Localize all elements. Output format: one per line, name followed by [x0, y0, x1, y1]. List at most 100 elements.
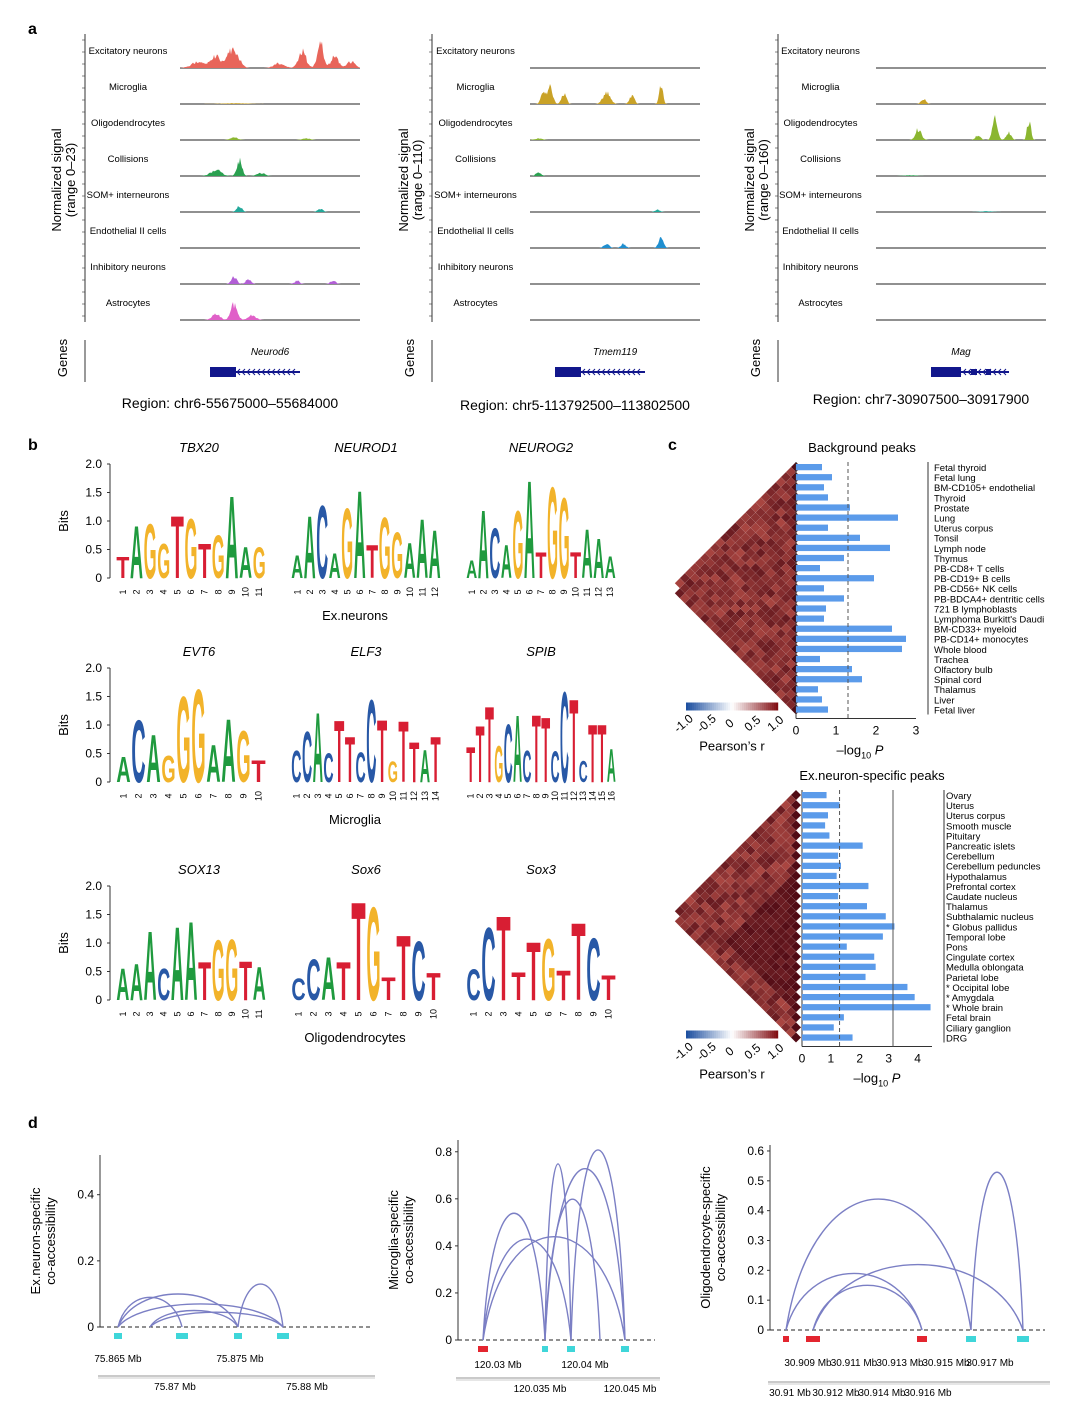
motif-letter: A [146, 721, 160, 797]
tissue-label: Caudate nucleus [946, 892, 1018, 903]
motif-letter: G [191, 661, 205, 810]
coaccess-arc [149, 1309, 239, 1328]
colorbar-cell [714, 702, 717, 711]
tissue-label: BM-CD105+ endothelial [934, 483, 1035, 494]
colorbar-tick: 0.5 [742, 1041, 764, 1063]
tissue-label: Ciliary ganglion [946, 1023, 1011, 1034]
position-tick: 7 [200, 589, 210, 594]
motif-letter: A [116, 751, 130, 791]
position-tick: 2 [305, 589, 315, 594]
enrichment-bar [802, 852, 839, 859]
coaccess-tick: 0.4 [747, 1204, 764, 1218]
bits-tick: 0 [95, 993, 102, 1007]
position-tick: 3 [490, 589, 500, 594]
logp-axis-label: –log10 P [854, 1071, 901, 1089]
enrichment-bar [802, 1034, 853, 1041]
position-tick: 12 [569, 791, 579, 801]
colorbar-cell [754, 1030, 757, 1039]
enrichment-bar [796, 696, 822, 703]
position-tick: 9 [589, 1011, 599, 1016]
position-tick: 6 [513, 793, 523, 798]
colorbar-cell [768, 702, 771, 711]
enrichment-bar [802, 973, 866, 981]
signal-track [530, 83, 700, 104]
coaccess-tick: 0.2 [747, 1263, 764, 1277]
tissue-label: Uterus corpus [946, 811, 1005, 822]
position-tick: 4 [339, 1011, 349, 1016]
tissue-label: 721 B lymphoblasts [934, 604, 1017, 615]
colorbar-cell [732, 702, 735, 711]
position-tick: 10 [388, 791, 398, 801]
coaccess-arc [117, 1293, 239, 1328]
position-tick: 4 [164, 793, 174, 798]
colorbar-cell [772, 1030, 775, 1039]
colorbar-cell [758, 702, 761, 711]
position-tick: 6 [194, 793, 204, 798]
enrichment-bar [796, 676, 862, 683]
enrichment-bar [802, 792, 827, 799]
enrichment-bar [796, 544, 890, 552]
coaccess-arc [544, 1163, 572, 1341]
colorbar-cell [734, 1030, 737, 1039]
position-tick: 1 [292, 589, 302, 594]
gene-name: Neurod6 [251, 347, 290, 358]
signal-track [180, 301, 360, 320]
motif-letter: T [588, 708, 597, 800]
position-tick: 5 [179, 793, 189, 798]
position-tick: 5 [334, 793, 344, 798]
colorbar-cell [722, 702, 725, 711]
tissue-label: Lymph node [934, 544, 986, 555]
motif-letter: G [253, 538, 266, 588]
enrichment-bar [796, 504, 850, 511]
position-tick: 16 [606, 791, 616, 801]
motif-letter: G [236, 717, 250, 798]
motif-letter: G [541, 921, 555, 1019]
position-tick: 4 [324, 793, 334, 798]
cell-type-label: Endothelial II cells [782, 226, 859, 237]
heatmap-cell [790, 1032, 802, 1043]
cell-type-label: Oligodendrocytes [91, 118, 165, 129]
position-tick: 8 [531, 793, 541, 798]
enrichment-bar [802, 983, 908, 991]
bits-tick: 0 [95, 571, 102, 585]
signal-track [180, 205, 360, 212]
bits-label: Bits [56, 714, 71, 736]
position-tick: 2 [131, 589, 141, 594]
position-tick: 9 [227, 589, 237, 594]
peak-marker [478, 1346, 488, 1352]
motif-letter: T [431, 723, 441, 796]
position-tick: 10 [429, 1009, 439, 1019]
position-tick: 8 [213, 589, 223, 594]
logp-tick: 1 [833, 724, 840, 738]
colorbar-tick: 0.5 [742, 713, 764, 735]
position-tick: 12 [409, 791, 419, 801]
motif-letter: A [171, 905, 184, 1023]
position-tick: 4 [514, 1011, 524, 1016]
position-tick: 4 [159, 589, 169, 594]
colorbar-cell [702, 1030, 705, 1039]
bits-tick: 1.5 [85, 486, 102, 500]
position-tick: 1 [118, 1011, 128, 1016]
motif-letter: C [356, 743, 366, 791]
tissue-label: Medulla oblongata [946, 963, 1024, 974]
colorbar-cell [760, 702, 763, 711]
tissue-label: Subthalamic nucleus [946, 912, 1034, 923]
cell-type-label: Inhibitory neurons [783, 262, 859, 273]
motif-letter: C [522, 740, 531, 792]
colorbar-cell [704, 1030, 707, 1039]
position-tick: 8 [224, 793, 234, 798]
colorbar-cell [688, 702, 691, 711]
colorbar-cell [706, 1030, 709, 1039]
position-tick: 7 [367, 589, 377, 594]
position-tick: 7 [356, 793, 366, 798]
motif-letter: A [513, 696, 522, 802]
position-tick: 13 [605, 587, 615, 597]
enrichment-bar [802, 1024, 834, 1031]
signal-track [530, 209, 700, 212]
tissue-label: Fetal thyroid [934, 463, 986, 474]
motif-letter: T [532, 696, 541, 803]
enrichment-bar [802, 812, 828, 819]
signal-track [876, 115, 1046, 140]
enrichment-bar [796, 706, 828, 713]
position-tick: 7 [200, 1011, 210, 1016]
